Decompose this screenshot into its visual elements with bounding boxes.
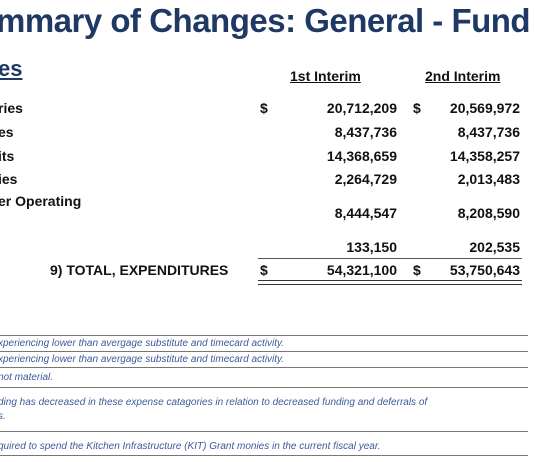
note-4-continued: s. [0, 411, 6, 422]
section-heading: es [0, 56, 23, 81]
value-1st-interim: 8,437,736 [334, 124, 397, 140]
row-label: its [0, 148, 15, 164]
table-row: 133,150 202,535 [0, 239, 534, 257]
total-double-rule [258, 280, 522, 285]
value-2nd-interim: 20,569,972 [449, 100, 520, 116]
table-row: its 14,368,659 14,358,257 [0, 148, 534, 166]
table-row: es 8,437,736 8,437,736 [0, 124, 534, 142]
currency-symbol: $ [413, 100, 421, 116]
row-label: es [0, 124, 14, 140]
currency-symbol: $ [413, 262, 421, 278]
currency-symbol: $ [260, 262, 268, 278]
value-2nd-interim: 2,013,483 [457, 171, 520, 187]
page-title: mmary of Changes: General - Fund [0, 2, 531, 39]
note-2: xperiencing lower than avergage substitu… [0, 354, 285, 365]
note-1: xperiencing lower than avergage substitu… [0, 338, 285, 349]
note-divider [0, 367, 528, 368]
value-2nd-interim: 8,208,590 [457, 205, 520, 221]
table-row: er Operating 8,444,547 8,208,590 [0, 193, 534, 229]
value-2nd-interim: 14,358,257 [449, 148, 520, 164]
value-2nd-interim: 202,535 [469, 239, 520, 255]
value-1st-interim: 133,150 [346, 239, 397, 255]
row-label: ies [0, 171, 18, 187]
note-divider [0, 335, 528, 336]
row-label: ries [0, 100, 23, 116]
note-4: ding has decreased in these expense cata… [0, 397, 428, 408]
table-row: ries $ 20,712,209 $ 20,569,972 [0, 100, 534, 118]
note-divider [0, 455, 528, 456]
note-divider [0, 351, 528, 352]
note-divider [0, 431, 528, 432]
currency-symbol: $ [260, 100, 268, 116]
total-1st-interim: 54,321,100 [326, 262, 397, 278]
note-5: quired to spend the Kitchen Infrastructu… [0, 441, 381, 452]
total-label: 9) TOTAL, EXPENDITURES [50, 262, 229, 278]
total-row: 9) TOTAL, EXPENDITURES $ 54,321,100 $ 53… [0, 262, 534, 280]
row-label: er Operating [0, 193, 82, 209]
note-3: not material. [0, 372, 54, 383]
value-1st-interim: 8,444,547 [334, 205, 397, 221]
value-1st-interim: 14,368,659 [326, 148, 397, 164]
note-divider [0, 387, 528, 388]
table-row: ies 2,264,729 2,013,483 [0, 171, 534, 189]
value-1st-interim: 2,264,729 [334, 171, 397, 187]
value-1st-interim: 20,712,209 [326, 100, 397, 116]
column-header-2nd-interim: 2nd Interim [425, 68, 501, 84]
subtotal-rule [258, 258, 522, 259]
total-2nd-interim: 53,750,643 [449, 262, 520, 278]
column-header-1st-interim: 1st Interim [290, 68, 361, 84]
value-2nd-interim: 8,437,736 [457, 124, 520, 140]
